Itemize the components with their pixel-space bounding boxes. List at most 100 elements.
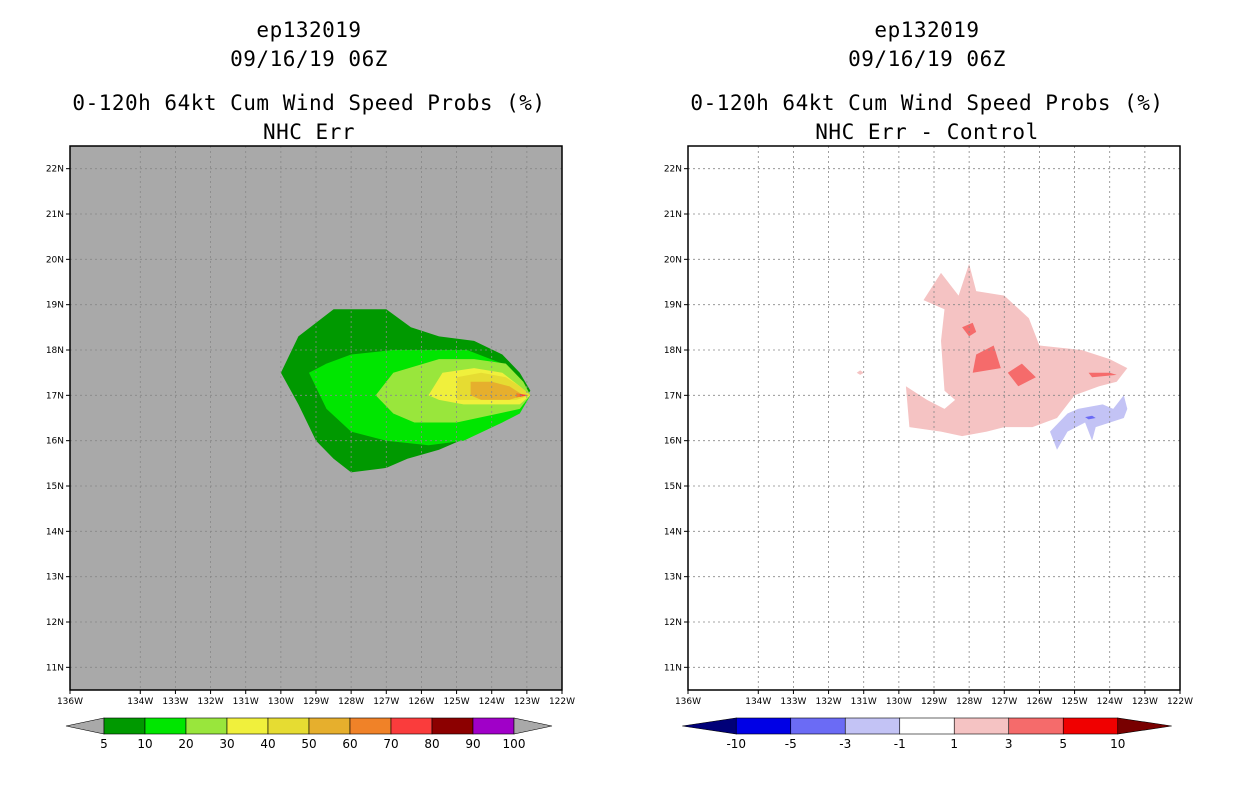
x-tick-label: 122W: [1167, 697, 1193, 707]
colorbar-label: -5: [785, 737, 797, 751]
x-tick-label: 131W: [233, 697, 259, 707]
y-tick-label: 11N: [664, 663, 682, 673]
x-tick-label: 134W: [745, 697, 771, 707]
x-tick-label: 126W: [1026, 697, 1052, 707]
x-tick-label: 122W: [549, 697, 575, 707]
x-tick-label: 126W: [408, 697, 434, 707]
y-tick-label: 16N: [46, 437, 64, 447]
probability-chart: 11N 12N 13N 14N 15N 16N 17N 18N 19N 20N 21N 22N 136W…: [46, 145, 575, 751]
x-tick-label: 129W: [303, 697, 329, 707]
x-tick-label: 127W: [991, 697, 1017, 707]
x-tick-label: 128W: [956, 697, 982, 707]
y-tick-label: 21N: [46, 210, 64, 220]
colorbar-swatch: [953, 717, 1010, 735]
x-tick-label: 123W: [1132, 697, 1158, 707]
y-tick-label: 18N: [664, 346, 682, 356]
panel-title-product: 0-120h 64kt Cum Wind Speed Probs (%): [690, 91, 1164, 115]
y-tick-label: 20N: [46, 255, 64, 265]
x-tick-label: 133W: [780, 697, 806, 707]
colorbar-label: -10: [726, 737, 746, 751]
y-tick-label: 14N: [664, 527, 682, 537]
x-tick-label: 131W: [851, 697, 877, 707]
y-tick-label: 19N: [664, 301, 682, 311]
x-tick-label: 124W: [479, 697, 505, 707]
y-tick-label: 13N: [46, 573, 64, 583]
y-tick-label: 22N: [664, 165, 682, 175]
right-panel: ep132019 09/16/19 06Z 0-120h 64kt Cum Wi…: [618, 0, 1236, 800]
x-tick-label: 134W: [127, 697, 153, 707]
y-tick-label: 14N: [46, 527, 64, 537]
colorbar-high-triangle: [513, 717, 553, 735]
colorbar-label: -3: [839, 737, 851, 751]
colorbar-label: 10: [1110, 737, 1125, 751]
colorbar-label: 90: [465, 737, 480, 751]
x-tick-label: 130W: [268, 697, 294, 707]
colorbar-high-triangle: [1117, 717, 1172, 735]
y-tick-label: 12N: [664, 618, 682, 628]
panel-title-subtitle: NHC Err - Control: [815, 120, 1039, 144]
colorbar-label: 5: [1059, 737, 1067, 751]
panel-title-date: 09/16/19 06Z: [230, 47, 388, 71]
x-tick-label: 125W: [444, 697, 470, 707]
x-tick-label: 129W: [921, 697, 947, 707]
colorbar-swatch: [472, 717, 515, 735]
colorbar-swatch: [349, 717, 392, 735]
colorbar-swatch: [790, 717, 846, 735]
difference-chart: 11N 12N 13N 14N 15N 16N 17N 18N 19N 20N 21N 22N 136W…: [664, 145, 1193, 751]
contour-level-3: [1088, 372, 1117, 378]
x-tick-label: 128W: [338, 697, 364, 707]
panel-title-subtitle: NHC Err: [262, 120, 355, 144]
contour-level--1: [1050, 395, 1128, 450]
y-tick-label: 19N: [46, 301, 64, 311]
x-tick-label: 123W: [514, 697, 540, 707]
left-panel: ep132019 09/16/19 06Z 0-120h 64kt Cum Wi…: [46, 18, 575, 751]
colorbar-label: 80: [424, 737, 439, 751]
colorbar-label: 3: [1005, 737, 1013, 751]
x-tick-label: 127W: [373, 697, 399, 707]
x-tick-label: 124W: [1097, 697, 1123, 707]
colorbar-swatch: [431, 717, 474, 735]
contour-level-3: [972, 345, 1001, 373]
colorbar-swatch: [1062, 717, 1119, 735]
colorbar-label: 70: [383, 737, 398, 751]
y-tick-label: 15N: [664, 482, 682, 492]
colorbar-label: 5: [100, 737, 108, 751]
colorbar-swatch: [185, 717, 228, 735]
contour-level-3: [1007, 363, 1036, 387]
colorbar-swatch: [899, 717, 955, 735]
colorbar-label: 100: [503, 737, 526, 751]
contour-level-1: [905, 263, 1128, 437]
y-tick-label: 15N: [46, 482, 64, 492]
contour-level-3: [962, 322, 977, 337]
contour-level--3: [1085, 415, 1096, 420]
contour-level-1: [1032, 386, 1040, 396]
y-tick-label: 13N: [664, 573, 682, 583]
colorbar-swatch: [267, 717, 310, 735]
colorbar-label: 10: [137, 737, 152, 751]
colorbar-low-triangle: [65, 717, 105, 735]
contour-level-70: [519, 394, 529, 397]
colorbar-swatch: [308, 717, 351, 735]
panel-title-storm: ep132019: [874, 18, 980, 42]
colorbar-label: 40: [260, 737, 275, 751]
panel-title-date: 09/16/19 06Z: [848, 47, 1006, 71]
colorbar-swatch: [1008, 717, 1064, 735]
x-tick-label: 133W: [162, 697, 188, 707]
colorbar-swatch: [735, 717, 792, 735]
colorbar-label: 60: [342, 737, 357, 751]
colorbar-low-triangle: [682, 717, 737, 735]
y-tick-label: 17N: [664, 391, 682, 401]
panel-title-product: 0-120h 64kt Cum Wind Speed Probs (%): [72, 91, 546, 115]
colorbar-swatch: [103, 717, 146, 735]
y-tick-label: 16N: [664, 437, 682, 447]
contour-level-1: [856, 370, 864, 375]
panel-title-storm: ep132019: [256, 18, 362, 42]
colorbar-label: 30: [219, 737, 234, 751]
colorbar-label: 50: [301, 737, 316, 751]
x-tick-label: 132W: [816, 697, 842, 707]
x-tick-label: 125W: [1062, 697, 1088, 707]
y-tick-label: 22N: [46, 165, 64, 175]
colorbar-swatch: [226, 717, 269, 735]
y-tick-label: 18N: [46, 346, 64, 356]
x-tick-label: 132W: [198, 697, 224, 707]
